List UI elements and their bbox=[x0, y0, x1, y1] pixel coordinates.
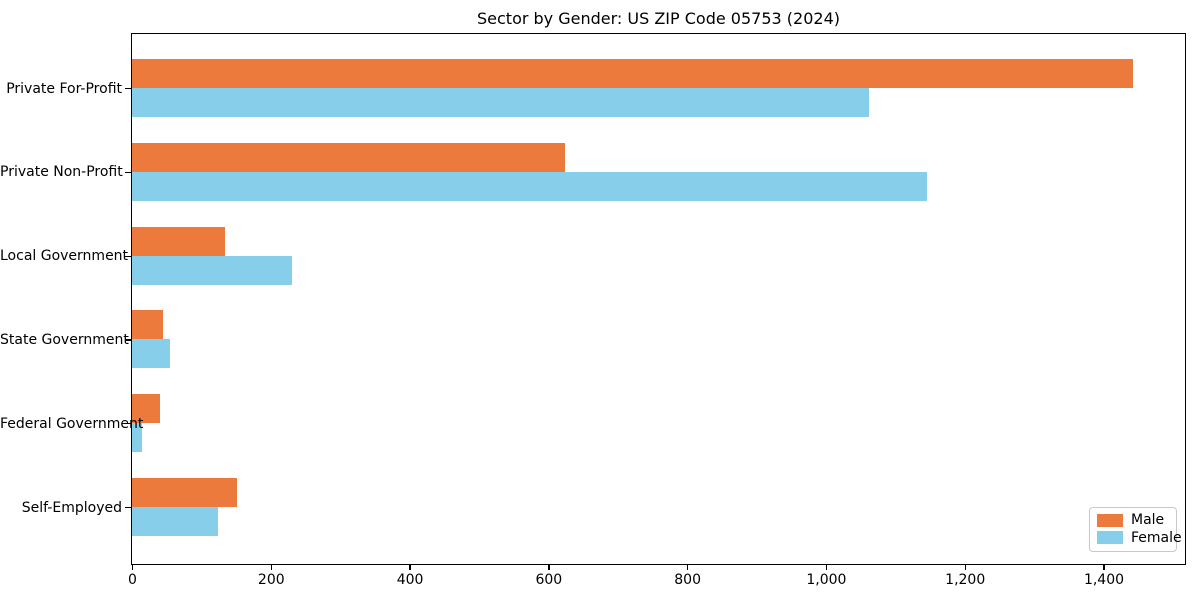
y-tick-mark bbox=[125, 255, 131, 257]
bar-female-local-government bbox=[132, 255, 292, 285]
x-axis-label: 800 bbox=[674, 571, 701, 588]
chart-title: Sector by Gender: US ZIP Code 05753 (202… bbox=[477, 9, 840, 28]
x-axis-label: 1,000 bbox=[806, 571, 847, 588]
y-axis-label: Local Government bbox=[0, 248, 129, 265]
y-tick-mark bbox=[125, 339, 131, 341]
x-axis-label: 200 bbox=[257, 571, 285, 588]
bar-male-self-employed bbox=[132, 478, 238, 507]
legend: Male Female bbox=[1089, 506, 1182, 552]
x-tick-mark bbox=[1103, 565, 1105, 570]
x-axis-label: 0 bbox=[128, 571, 137, 588]
x-tick-mark bbox=[270, 565, 272, 570]
bar-female-self-employed bbox=[132, 507, 219, 536]
bar-female-private-non-profit bbox=[132, 171, 928, 201]
plot-area: Male Female bbox=[131, 33, 1186, 565]
x-tick-mark bbox=[409, 565, 411, 570]
y-tick-mark bbox=[125, 171, 131, 174]
bar-female-federal-government bbox=[132, 423, 142, 453]
y-axis-label: Private Non-Profit bbox=[0, 164, 123, 181]
x-tick-mark bbox=[548, 565, 550, 570]
legend-item-female: Female bbox=[1097, 530, 1182, 546]
legend-label-male: Male bbox=[1131, 512, 1165, 529]
y-tick-mark bbox=[125, 423, 131, 425]
y-tick-mark bbox=[125, 506, 131, 509]
x-tick-mark bbox=[964, 565, 966, 570]
male-series-swatch bbox=[1097, 513, 1123, 527]
y-axis-label: Private For-Profit bbox=[6, 80, 122, 97]
bar-male-private-non-profit bbox=[132, 142, 565, 172]
bar-female-private-for-profit bbox=[132, 88, 869, 118]
x-tick-mark bbox=[686, 565, 689, 570]
bar-male-state-government bbox=[132, 310, 164, 340]
bar-male-federal-government bbox=[132, 394, 160, 424]
y-axis-label: Federal Government bbox=[0, 415, 144, 432]
x-tick-mark bbox=[825, 565, 828, 570]
bar-male-local-government bbox=[132, 226, 225, 256]
female-series-swatch bbox=[1097, 531, 1123, 545]
bar-female-state-government bbox=[132, 339, 171, 369]
legend-item-male: Male bbox=[1097, 512, 1169, 528]
x-axis-label: 600 bbox=[535, 571, 563, 588]
x-axis-label: 400 bbox=[396, 571, 424, 588]
y-axis-label: Self-Employed bbox=[21, 499, 122, 516]
legend-label-female: Female bbox=[1131, 529, 1182, 546]
x-axis-label: 1,200 bbox=[945, 571, 986, 588]
x-tick-mark bbox=[131, 565, 134, 570]
x-axis-label: 1,400 bbox=[1083, 571, 1125, 588]
bar-male-private-for-profit bbox=[132, 59, 1134, 89]
y-tick-mark bbox=[125, 88, 131, 90]
y-axis-label: State Government bbox=[0, 331, 129, 348]
